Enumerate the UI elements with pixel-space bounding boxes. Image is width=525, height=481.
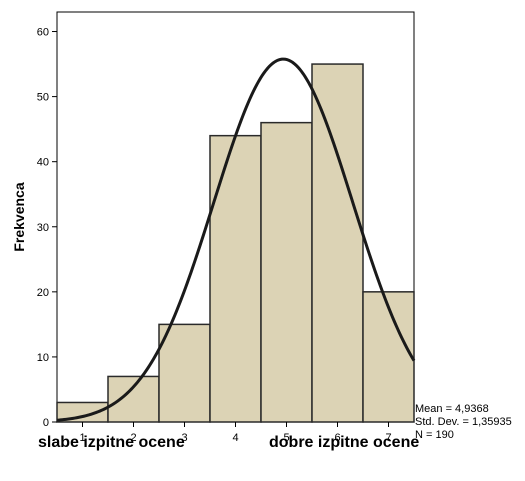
bar-2 bbox=[107, 375, 160, 423]
x-tick-label-3: 3 bbox=[181, 432, 187, 444]
y-axis-title: Frekvenca bbox=[11, 182, 27, 251]
y-tick-label-10: 10 bbox=[37, 352, 49, 364]
x-tick-label-1: 1 bbox=[79, 432, 85, 444]
bar-5 bbox=[260, 121, 313, 423]
y-tick-label-60: 60 bbox=[37, 27, 49, 39]
y-tick-label-50: 50 bbox=[37, 92, 49, 104]
x-tick-label-2: 2 bbox=[130, 432, 136, 444]
y-axis: 0 10 20 30 40 50 60 bbox=[37, 27, 57, 429]
x-tick-label-7: 7 bbox=[385, 432, 391, 444]
label-bad-grades: slabe izpitne ocene bbox=[38, 434, 185, 451]
x-tick-label-6: 6 bbox=[334, 432, 340, 444]
stat-std-dev: Std. Dev. = 1,35935 bbox=[415, 416, 512, 428]
bar-4 bbox=[209, 134, 262, 423]
bar-3 bbox=[158, 323, 211, 423]
stat-mean: Mean = 4,9368 bbox=[415, 403, 489, 415]
bar-6 bbox=[311, 63, 364, 423]
bar-7 bbox=[362, 291, 415, 423]
y-tick-label-20: 20 bbox=[37, 287, 49, 299]
normal-curve bbox=[56, 57, 416, 422]
y-tick-label-40: 40 bbox=[37, 157, 49, 169]
y-tick-label-30: 30 bbox=[37, 222, 49, 234]
bars-group bbox=[56, 63, 415, 423]
label-good-grades: dobre izpitne ocene bbox=[269, 434, 420, 451]
x-axis: 1 2 3 4 5 6 7 bbox=[79, 422, 392, 444]
y-tick-label-0: 0 bbox=[43, 417, 49, 429]
x-tick-label-5: 5 bbox=[283, 432, 289, 444]
stat-n: N = 190 bbox=[415, 429, 454, 441]
x-tick-label-4: 4 bbox=[232, 432, 238, 444]
